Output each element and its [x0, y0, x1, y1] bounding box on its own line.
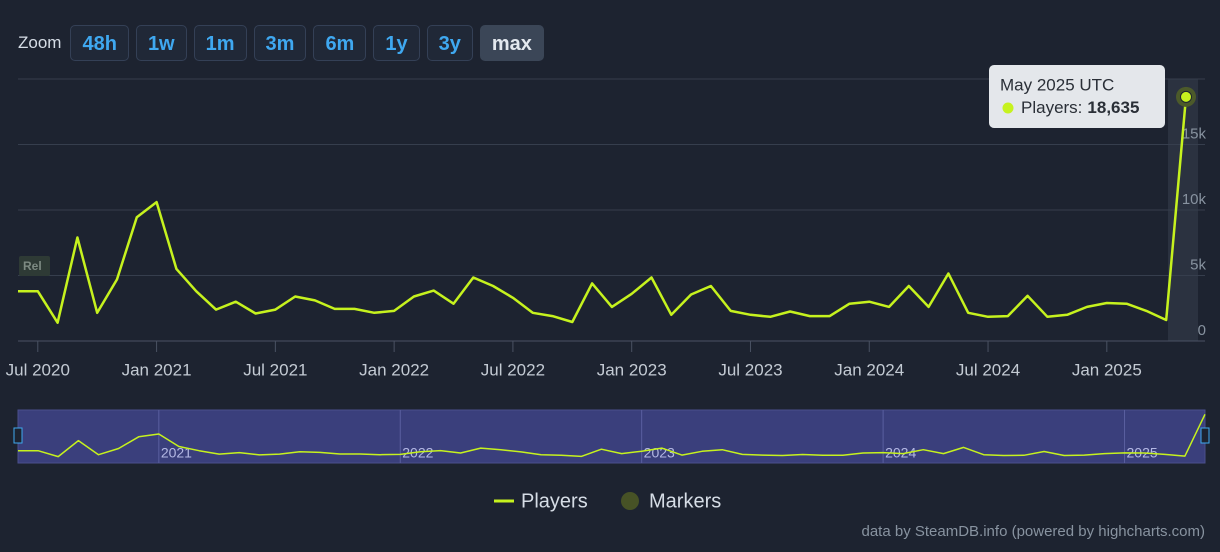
tooltip-label: Players: 18,635 — [1021, 98, 1139, 117]
x-tick-label: Jul 2022 — [481, 360, 545, 379]
tooltip-series: Players: — [1021, 98, 1082, 117]
navigator-handle[interactable] — [1200, 427, 1210, 444]
zoom-button[interactable]: max — [479, 25, 544, 61]
zoom-button[interactable]: 1w — [135, 25, 187, 61]
zoom-label: Zoom — [18, 33, 62, 52]
x-tick-label: Jan 2022 — [359, 360, 429, 379]
x-tick-label: Jan 2024 — [834, 360, 904, 379]
x-tick-label: Jul 2024 — [956, 360, 1020, 379]
x-tick-label: Jan 2021 — [122, 360, 192, 379]
tooltip-dot — [1002, 102, 1014, 114]
legend-label[interactable]: Players — [521, 490, 588, 512]
annotation: Rel — [23, 259, 42, 273]
y-tick-label: 10k — [1182, 191, 1207, 208]
x-tick-label: Jul 2020 — [6, 360, 70, 379]
tooltip-title: May 2025 UTC — [1000, 75, 1114, 94]
navigator-tick-label: 2023 — [644, 445, 675, 461]
x-tick-label: Jan 2023 — [597, 360, 667, 379]
hover-point — [1180, 90, 1192, 103]
legend-label[interactable]: Markers — [649, 490, 721, 512]
tooltip-value: 18,635 — [1087, 98, 1139, 117]
credits: data by SteamDB.info (powered by highcha… — [862, 523, 1206, 540]
zoom-button[interactable]: 1m — [193, 25, 247, 61]
zoom-button[interactable]: 3y — [426, 25, 473, 61]
tooltip-box — [989, 65, 1165, 128]
y-tick-label: 0 — [1198, 322, 1206, 339]
annotation-box — [19, 256, 50, 276]
x-tick-label: Jul 2023 — [718, 360, 782, 379]
y-tick-label: 5k — [1190, 256, 1206, 273]
zoom-button[interactable]: 48h — [70, 25, 129, 61]
series-line — [18, 96, 1188, 324]
navigator-tick-label: 2021 — [161, 445, 192, 461]
x-tick-label: Jan 2025 — [1072, 360, 1142, 379]
legend-symbol — [621, 492, 639, 510]
zoom-bar: Zoom 48h 1w 1m 3m 6m 1y 3y max — [18, 25, 544, 61]
y-tick-label: 15k — [1182, 125, 1207, 142]
zoom-button[interactable]: 1y — [373, 25, 420, 61]
zoom-button[interactable]: 3m — [253, 25, 307, 61]
x-tick-label: Jul 2021 — [243, 360, 307, 379]
navigator-line — [18, 413, 1206, 458]
navigator-handle[interactable] — [13, 427, 23, 444]
zoom-button[interactable]: 6m — [313, 25, 367, 61]
navigator-tick-label: 2024 — [885, 445, 916, 461]
